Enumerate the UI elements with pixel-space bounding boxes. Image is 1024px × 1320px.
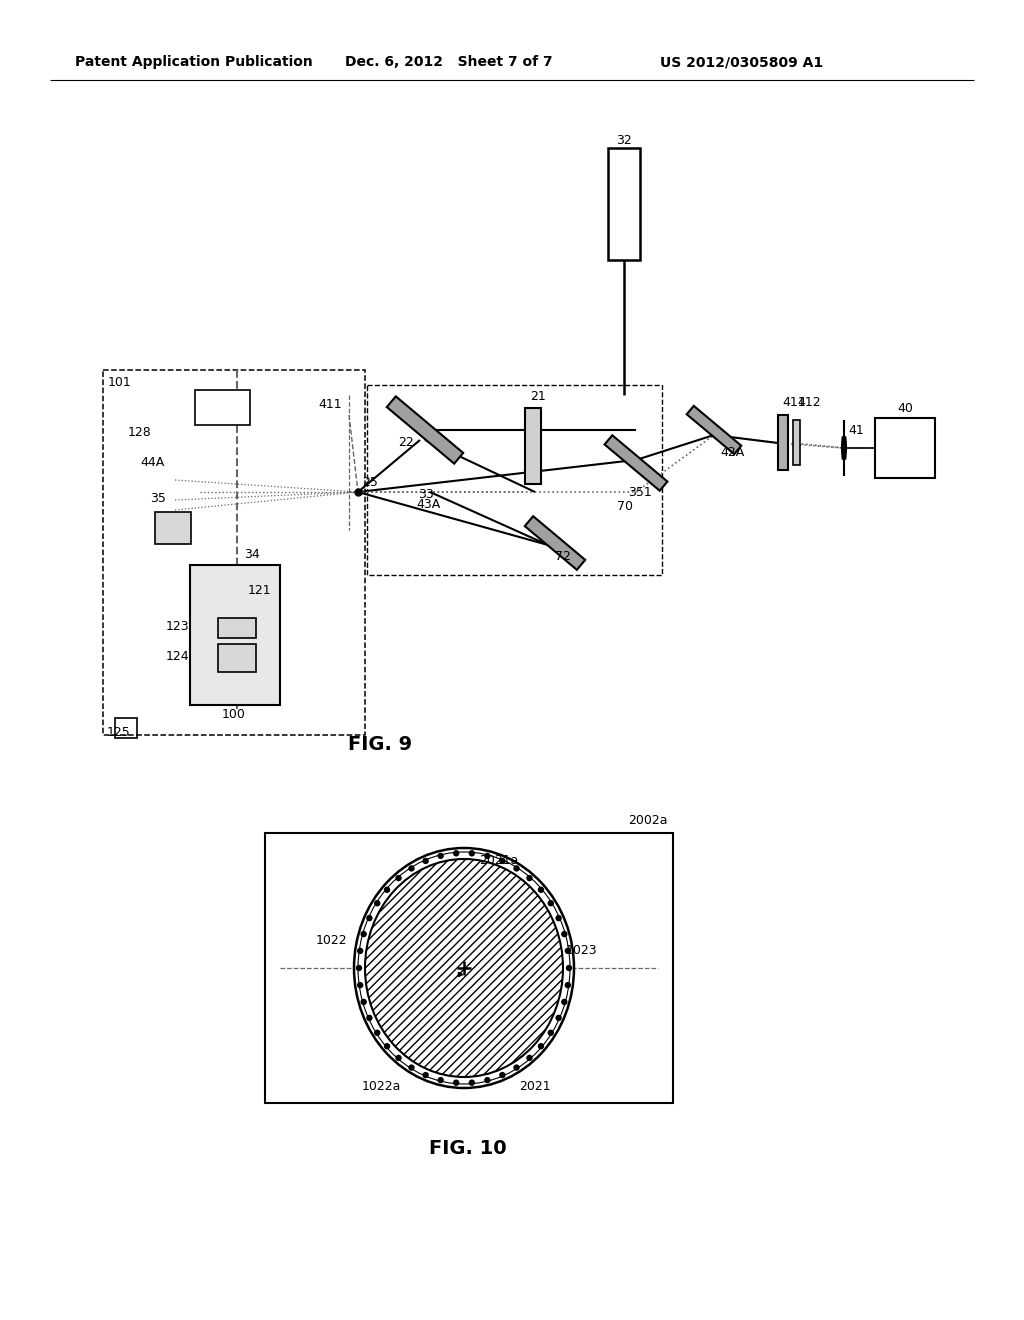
Circle shape xyxy=(423,858,428,863)
Circle shape xyxy=(367,1015,372,1020)
Text: 124: 124 xyxy=(166,649,189,663)
Text: 70: 70 xyxy=(617,500,633,513)
Circle shape xyxy=(357,948,362,953)
Circle shape xyxy=(409,1065,414,1071)
Circle shape xyxy=(356,965,361,970)
Circle shape xyxy=(562,932,567,937)
Circle shape xyxy=(454,851,459,855)
Circle shape xyxy=(438,854,443,858)
Bar xyxy=(195,389,250,425)
Circle shape xyxy=(556,1015,561,1020)
Circle shape xyxy=(485,1077,489,1082)
Bar xyxy=(608,148,640,260)
Circle shape xyxy=(562,999,567,1005)
Ellipse shape xyxy=(358,851,570,1084)
Text: 123: 123 xyxy=(166,619,189,632)
Bar xyxy=(525,408,541,484)
Circle shape xyxy=(485,854,489,858)
Circle shape xyxy=(556,916,561,920)
Text: 40: 40 xyxy=(897,401,913,414)
Polygon shape xyxy=(604,436,668,491)
Text: 101: 101 xyxy=(108,375,132,388)
Ellipse shape xyxy=(365,859,563,1077)
Text: US 2012/0305809 A1: US 2012/0305809 A1 xyxy=(660,55,823,69)
Circle shape xyxy=(500,1073,505,1077)
Circle shape xyxy=(396,1056,401,1060)
Circle shape xyxy=(385,887,389,892)
Bar xyxy=(103,370,365,735)
Ellipse shape xyxy=(354,847,574,1088)
Circle shape xyxy=(548,1031,553,1035)
Circle shape xyxy=(385,1044,389,1048)
Text: 34: 34 xyxy=(244,549,260,561)
Text: 411: 411 xyxy=(782,396,806,408)
Bar xyxy=(218,618,256,638)
Text: 2021a: 2021a xyxy=(479,854,518,866)
Circle shape xyxy=(454,1080,459,1085)
Text: 35: 35 xyxy=(150,491,166,504)
Text: 33: 33 xyxy=(418,487,434,500)
Text: 125: 125 xyxy=(106,726,131,738)
Circle shape xyxy=(565,982,570,987)
Circle shape xyxy=(409,866,414,871)
Text: FIG. 9: FIG. 9 xyxy=(348,735,412,755)
Text: 2021: 2021 xyxy=(519,1080,551,1093)
Bar xyxy=(265,833,673,1104)
Bar xyxy=(155,512,191,544)
Text: 42A: 42A xyxy=(720,446,744,459)
Circle shape xyxy=(548,900,553,906)
Text: 32: 32 xyxy=(616,133,632,147)
Text: 25: 25 xyxy=(362,475,378,488)
Bar xyxy=(367,385,662,576)
Text: 41: 41 xyxy=(848,424,864,437)
Text: Dec. 6, 2012   Sheet 7 of 7: Dec. 6, 2012 Sheet 7 of 7 xyxy=(345,55,553,69)
Circle shape xyxy=(375,900,380,906)
Polygon shape xyxy=(387,396,463,463)
Text: 128: 128 xyxy=(128,425,152,438)
Text: 21: 21 xyxy=(530,389,546,403)
Bar xyxy=(793,420,800,465)
Text: 1022: 1022 xyxy=(316,933,347,946)
Circle shape xyxy=(357,982,362,987)
Text: 411: 411 xyxy=(318,399,342,412)
Polygon shape xyxy=(687,405,741,454)
Polygon shape xyxy=(524,516,586,570)
Text: 1022a: 1022a xyxy=(362,1080,401,1093)
Text: FIG. 10: FIG. 10 xyxy=(429,1138,507,1158)
Circle shape xyxy=(469,1080,474,1085)
Circle shape xyxy=(396,875,401,880)
Circle shape xyxy=(423,1073,428,1077)
Circle shape xyxy=(514,1065,519,1071)
Circle shape xyxy=(361,999,367,1005)
Text: Patent Application Publication: Patent Application Publication xyxy=(75,55,312,69)
Circle shape xyxy=(565,948,570,953)
Circle shape xyxy=(469,851,474,855)
Text: 1023: 1023 xyxy=(566,944,598,957)
Text: 2002a: 2002a xyxy=(629,814,668,828)
Bar xyxy=(874,418,935,478)
Text: 121: 121 xyxy=(248,583,271,597)
Bar xyxy=(190,565,280,705)
Circle shape xyxy=(539,887,544,892)
Text: 100: 100 xyxy=(222,708,246,721)
Circle shape xyxy=(527,1056,531,1060)
Text: 412: 412 xyxy=(797,396,820,408)
Circle shape xyxy=(438,1077,443,1082)
Text: 72: 72 xyxy=(555,550,570,564)
Text: 44A: 44A xyxy=(140,455,164,469)
Circle shape xyxy=(367,916,372,920)
Circle shape xyxy=(361,932,367,937)
Text: 22: 22 xyxy=(398,437,414,450)
Circle shape xyxy=(566,965,571,970)
Text: 351: 351 xyxy=(628,487,651,499)
Circle shape xyxy=(514,866,519,871)
Bar xyxy=(115,718,137,738)
Circle shape xyxy=(527,875,531,880)
Bar xyxy=(218,644,256,672)
Text: 43A: 43A xyxy=(416,499,440,511)
Circle shape xyxy=(539,1044,544,1048)
Circle shape xyxy=(375,1031,380,1035)
Circle shape xyxy=(500,858,505,863)
Bar xyxy=(778,414,788,470)
